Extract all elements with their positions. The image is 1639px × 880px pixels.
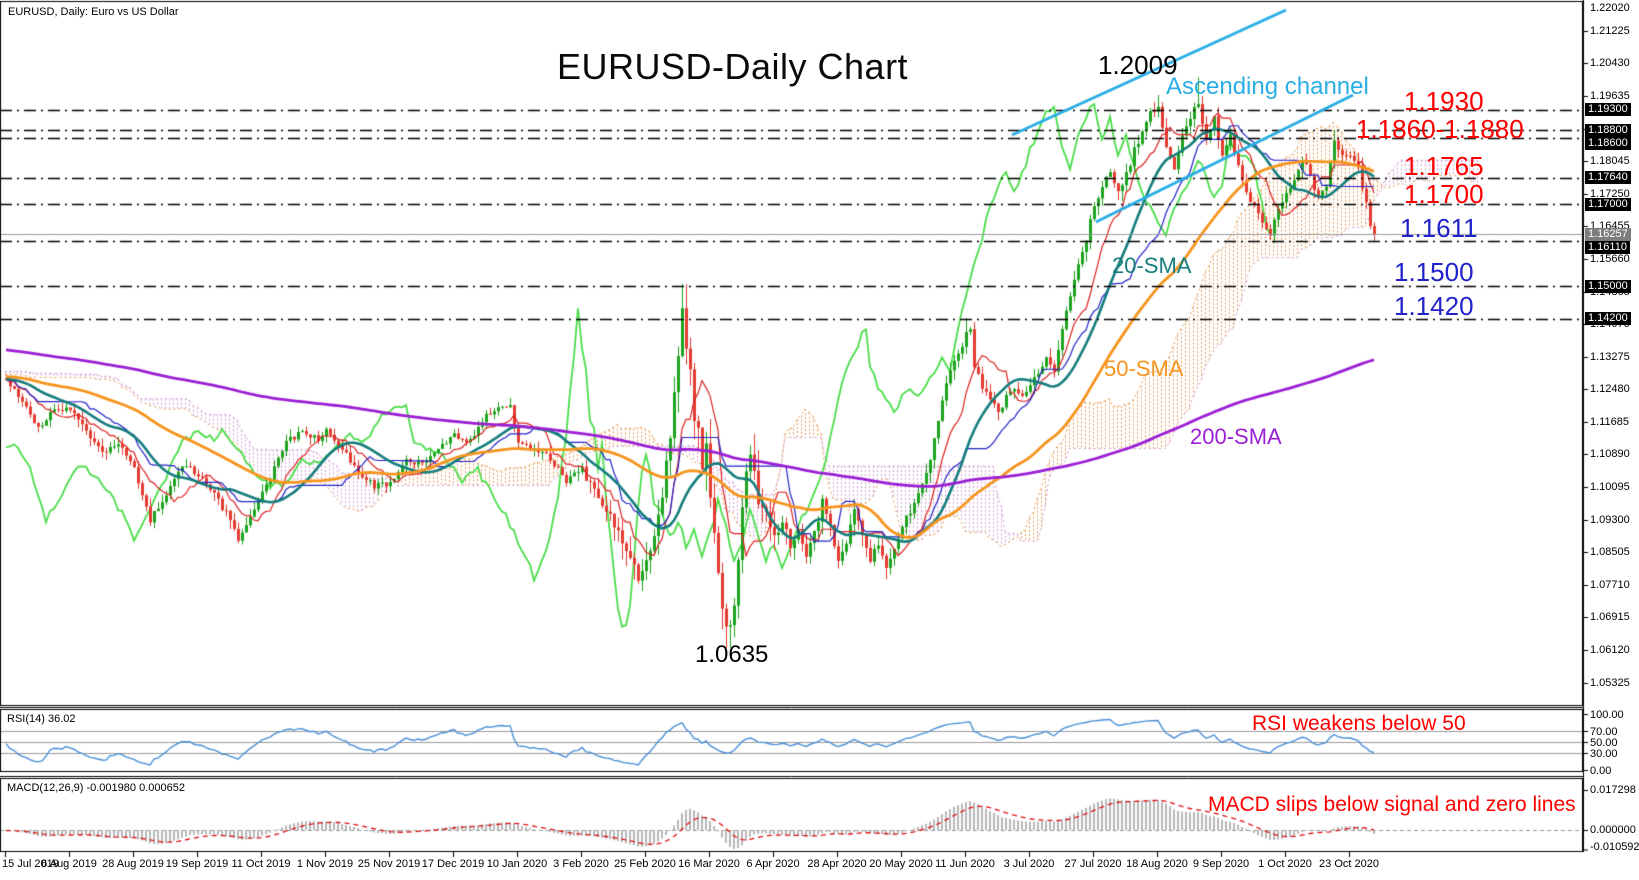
- date-tick-label: 16 Mar 2020: [678, 858, 740, 870]
- price-tick-label: 1.10095: [1590, 481, 1630, 494]
- price-tick-label: 1.21225: [1590, 24, 1630, 37]
- date-tick-label: 28 Apr 2020: [807, 858, 867, 870]
- date-tick-label: 18 Aug 2020: [1126, 858, 1188, 870]
- date-tick-label: 9 Sep 2020: [1192, 858, 1250, 870]
- level-price-badge: 1.14200: [1585, 312, 1631, 326]
- price-tick-label: 1.18045: [1590, 155, 1630, 168]
- macd-tick-label: -0.010592: [1590, 841, 1639, 853]
- level-price-badge: 1.16110: [1585, 240, 1630, 254]
- rsi-annotation: RSI weakens below 50: [1252, 712, 1466, 735]
- price-tick-label: 1.15660: [1590, 252, 1630, 265]
- date-tick-label: 1 Nov 2019: [296, 858, 354, 870]
- price-tick-label: 1.09300: [1590, 513, 1630, 526]
- macd-tick-label: 0.000000: [1590, 824, 1636, 836]
- date-tick-label: 28 Aug 2019: [102, 858, 164, 870]
- resistance-label-1.1765: 1.1765: [1404, 151, 1484, 181]
- support-label-1.1420: 1.1420: [1394, 291, 1474, 321]
- date-tick-label: 17 Dec 2019: [421, 858, 485, 870]
- resistance-label-1.1930: 1.1930: [1404, 86, 1484, 116]
- rsi-tick-label: 30.00: [1590, 748, 1618, 761]
- level-price-badge: 1.18800: [1585, 123, 1631, 137]
- date-tick-label: 3 Feb 2020: [553, 858, 609, 870]
- level-price-badge: 1.19300: [1585, 103, 1631, 117]
- level-price-badge: 1.17640: [1585, 171, 1631, 185]
- price-tick-label: 1.11685: [1590, 415, 1629, 428]
- date-tick-label: 19 Sep 2019: [165, 858, 229, 870]
- date-tick-label: 6 Apr 2020: [746, 858, 800, 870]
- swing-low-label: 1.0635: [695, 641, 769, 668]
- date-tick-label: 11 Jun 2020: [935, 858, 995, 870]
- price-tick-label: 1.17250: [1590, 187, 1630, 200]
- price-tick-label: 1.05325: [1590, 676, 1630, 689]
- price-tick-label: 1.08505: [1590, 546, 1630, 559]
- price-tick-label: 1.19635: [1590, 90, 1630, 103]
- current-price-badge: 1.16257: [1585, 227, 1631, 241]
- date-tick-label: 23 Oct 2020: [1319, 858, 1379, 870]
- price-tick-label: 1.06915: [1590, 611, 1630, 624]
- chart-title: EURUSD-Daily Chart: [557, 46, 909, 87]
- rsi-indicator-label: RSI(14) 36.02: [7, 713, 76, 725]
- price-tick-label: 1.12480: [1590, 383, 1630, 396]
- resistance-label-1.1700: 1.1700: [1404, 179, 1484, 209]
- macd-tick-label: 0.017298: [1590, 783, 1636, 796]
- symbol-title: EURUSD, Daily: Euro vs US Dollar: [8, 6, 179, 18]
- macd-annotation: MACD slips below signal and zero lines: [1208, 793, 1576, 816]
- macd-indicator-label: MACD(12,26,9) -0.001980 0.000652: [7, 782, 185, 794]
- swing-high-label: 1.2009: [1098, 50, 1178, 80]
- date-tick-label: 25 Nov 2019: [357, 858, 421, 870]
- level-price-badge: 1.18600: [1585, 136, 1631, 150]
- date-tick-label: 10 Jan 2020: [486, 858, 548, 870]
- sma50-label: 50-SMA: [1104, 356, 1184, 381]
- rsi-tick-label: 50.00: [1590, 737, 1618, 749]
- date-tick-label: 11 Oct 2019: [231, 858, 291, 870]
- support-label-1.1611: 1.1611: [1400, 213, 1478, 243]
- date-tick-label: 25 Feb 2020: [614, 858, 676, 870]
- date-tick-label: 20 May 2020: [869, 858, 933, 870]
- date-tick-label: 1 Oct 2020: [1258, 858, 1312, 870]
- price-tick-label: 1.06120: [1590, 643, 1630, 656]
- ascending-channel-label: Ascending channel: [1166, 73, 1369, 100]
- rsi-tick-label: 100.00: [1590, 709, 1624, 721]
- rsi-tick-label: 0.00: [1590, 765, 1612, 777]
- price-tick-label: 1.13275: [1590, 350, 1630, 363]
- rsi-tick-label: 70.00: [1590, 725, 1618, 738]
- price-tick-label: 1.20430: [1590, 57, 1630, 70]
- level-price-badge: 1.15000: [1585, 279, 1631, 293]
- date-tick-label: 3 Jul 2020: [1003, 858, 1055, 870]
- sma20-label: 20-SMA: [1112, 253, 1192, 278]
- price-tick-label: 1.22020: [1590, 2, 1630, 14]
- support-label-1.1500: 1.1500: [1394, 257, 1474, 287]
- date-tick-label: 6 Aug 2019: [41, 858, 97, 870]
- date-tick-label: 27 Jul 2020: [1064, 858, 1122, 870]
- price-tick-label: 1.07710: [1590, 578, 1630, 591]
- level-price-badge: 1.17000: [1585, 197, 1631, 211]
- sma200-label: 200-SMA: [1190, 424, 1282, 449]
- resistance-label-1.1860-1.1880: 1.1860-1.1880: [1356, 114, 1524, 144]
- date-tick-label: 15 Jul 2019: [2, 858, 59, 870]
- price-tick-label: 1.10890: [1590, 448, 1630, 461]
